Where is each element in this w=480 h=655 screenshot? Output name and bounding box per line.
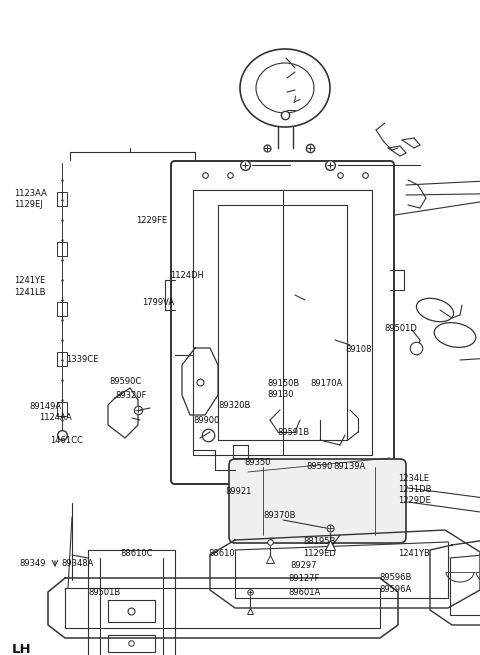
- Text: 1124DH: 1124DH: [170, 271, 204, 280]
- Text: 89591B: 89591B: [277, 428, 310, 437]
- Text: 1461CC: 1461CC: [50, 436, 83, 445]
- Text: LH: LH: [12, 643, 32, 655]
- Text: 1124AA: 1124AA: [39, 413, 72, 422]
- Text: 1339CE: 1339CE: [66, 355, 98, 364]
- Text: 89921: 89921: [226, 487, 252, 496]
- Text: 89320B: 89320B: [218, 401, 251, 410]
- Text: 1241YB: 1241YB: [398, 549, 430, 558]
- Text: 89130: 89130: [268, 390, 294, 400]
- Text: 89350: 89350: [245, 458, 271, 468]
- Text: 89501B: 89501B: [89, 588, 121, 597]
- Text: 89348A: 89348A: [61, 559, 94, 568]
- Text: 1234LE: 1234LE: [398, 474, 430, 483]
- Text: 89139A: 89139A: [333, 462, 365, 471]
- Text: 89590: 89590: [306, 462, 333, 471]
- Text: 1799VA: 1799VA: [142, 298, 174, 307]
- Text: 89501D: 89501D: [384, 324, 417, 333]
- Text: 1241LB: 1241LB: [14, 288, 46, 297]
- FancyBboxPatch shape: [229, 459, 406, 543]
- Text: 89170A: 89170A: [311, 379, 343, 388]
- Text: 89349: 89349: [19, 559, 46, 568]
- Bar: [57, 242, 67, 256]
- Text: 89297: 89297: [290, 561, 317, 571]
- Text: 1123AA: 1123AA: [14, 189, 47, 198]
- Text: 1229FE: 1229FE: [136, 216, 167, 225]
- Text: 89601A: 89601A: [288, 588, 320, 597]
- Text: 89320F: 89320F: [115, 391, 146, 400]
- Bar: [57, 192, 67, 206]
- Text: 89590C: 89590C: [109, 377, 142, 386]
- Text: 89370B: 89370B: [263, 511, 296, 520]
- Text: 1129ED: 1129ED: [303, 549, 336, 558]
- Text: 1129EJ: 1129EJ: [14, 200, 43, 210]
- Text: 89108: 89108: [346, 345, 372, 354]
- Bar: [57, 352, 67, 366]
- Text: 89149A: 89149A: [30, 402, 62, 411]
- Text: 89900: 89900: [193, 416, 220, 425]
- Text: 88195B: 88195B: [303, 537, 336, 546]
- Bar: [57, 402, 67, 416]
- Text: 88610: 88610: [209, 549, 235, 558]
- Bar: [57, 302, 67, 316]
- Text: 1229DE: 1229DE: [398, 496, 431, 505]
- Text: 89596A: 89596A: [379, 585, 411, 594]
- Text: 89150B: 89150B: [268, 379, 300, 388]
- Text: 89127F: 89127F: [288, 574, 319, 584]
- Text: 1231DB: 1231DB: [398, 485, 432, 494]
- Text: 89596B: 89596B: [379, 573, 411, 582]
- Text: 1241YE: 1241YE: [14, 276, 46, 286]
- Text: 88610C: 88610C: [120, 549, 153, 558]
